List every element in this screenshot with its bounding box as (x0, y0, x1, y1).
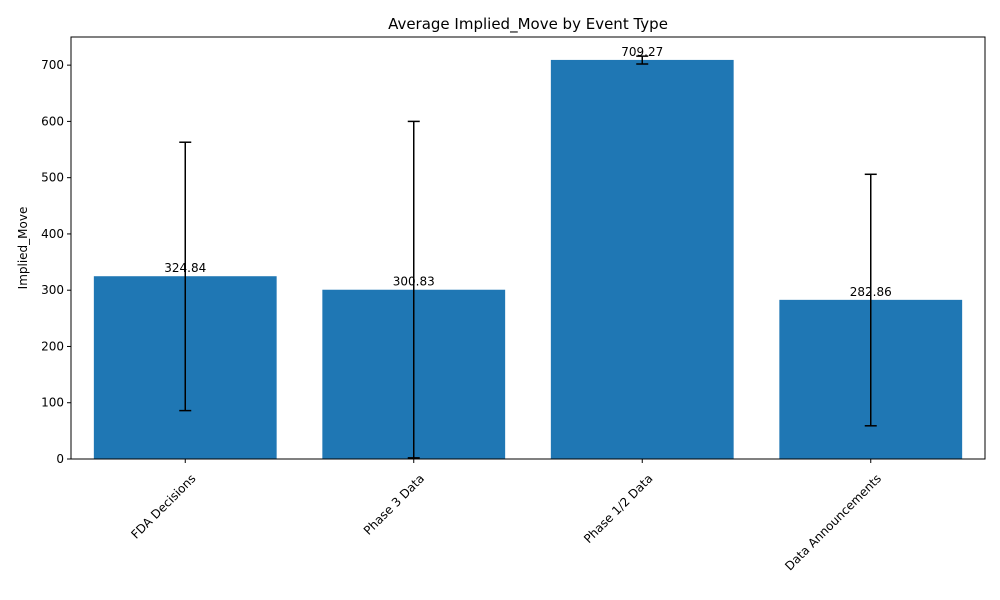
bar-value-label: 300.83 (393, 275, 435, 289)
x-tick-label: Data Announcements (782, 471, 884, 573)
x-tick-label: Phase 1/2 Data (581, 471, 656, 546)
y-axis-label: Implied_Move (16, 207, 30, 290)
y-tick-label: 700 (41, 58, 64, 72)
y-tick-label: 0 (56, 452, 64, 466)
x-tick-label: Phase 3 Data (361, 471, 427, 537)
y-tick-label: 100 (41, 396, 64, 410)
bar (550, 59, 734, 459)
y-tick-label: 300 (41, 283, 64, 297)
bar-value-label: 324.84 (164, 261, 206, 275)
x-tick-label: FDA Decisions (128, 471, 198, 541)
y-tick-label: 400 (41, 227, 64, 241)
axes-frame (70, 36, 986, 460)
y-tick-label: 500 (41, 171, 64, 185)
plot-area: 324.84 FDA Decisions 300.83 Phase 3 Data 709… (41, 36, 986, 573)
bar-value-label: 709.27 (621, 45, 663, 59)
y-tick-label: 200 (41, 339, 64, 353)
chart-title: Average Implied_Move by Event Type (388, 15, 668, 34)
y-tick-label: 600 (41, 114, 64, 128)
bar-value-label: 282.86 (850, 285, 892, 299)
